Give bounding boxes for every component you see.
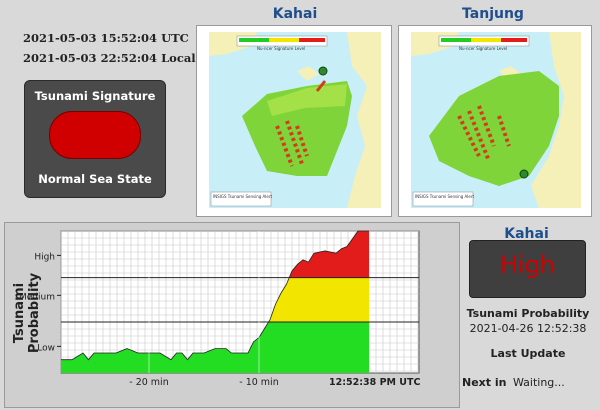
map-title-kahai: Kahai — [272, 6, 318, 22]
map-title-tanjung: Tanjung — [462, 6, 524, 22]
next-label: Next in — [462, 376, 507, 389]
map-tanjung-image — [411, 32, 581, 208]
map-tanjung-scale-title: Nu-ncer Signature Level — [459, 46, 508, 51]
prob-label: Tsunami Probability — [466, 307, 590, 320]
chart-x-label: 12:52:38 PM UTC — [329, 377, 420, 388]
chart-area-high — [289, 231, 369, 278]
next-value: Waiting... — [513, 376, 565, 389]
chart-y-label: Medium — [19, 292, 55, 302]
local-time: 2021-05-03 22:52:04 Local — [23, 51, 196, 65]
signature-panel: Tsunami Signature Normal Sea State — [24, 80, 166, 198]
level-indicator: High — [469, 240, 586, 298]
map-tanjung[interactable]: Nu-ncer Signature Level INSIGS Tsunami S… — [398, 25, 592, 217]
signature-title: Tsunami Signature — [34, 89, 156, 103]
map-kahai-image — [209, 32, 381, 208]
prob-time: 2021-04-26 12:52:38 — [469, 322, 587, 335]
probability-chart: Low Medium High - 20 min - 10 min 12:52:38 PM… — [19, 230, 420, 388]
chart-area-medium — [268, 277, 369, 322]
chart-area-low — [61, 321, 369, 373]
signature-indicator-light — [49, 111, 141, 159]
map-kahai-scale-title: Nu-ncer Signature Level — [257, 46, 306, 51]
chart-series-line — [61, 230, 369, 361]
chart-x-label: - 10 min — [239, 377, 278, 388]
map-tanjung-footer: INSIGS Tsunami Sensing Alert — [415, 194, 475, 199]
utc-time: 2021-05-03 15:52:04 UTC — [23, 31, 189, 45]
map-kahai-footer: INSIGS Tsunami Sensing Alert — [213, 194, 273, 199]
probability-chart-panel: Tsunami Probability Low Medium High - 20 mi… — [4, 222, 460, 408]
chart-y-label: High — [34, 252, 55, 262]
signature-status: Normal Sea State — [38, 172, 152, 186]
station-name: Kahai — [504, 226, 549, 242]
map-kahai[interactable]: Nu-ncer Signature Level INSIGS Tsunami S… — [196, 25, 392, 217]
last-update-label: Last Update — [490, 347, 566, 360]
chart-y-label: Low — [37, 343, 55, 353]
level-value: High — [499, 251, 556, 279]
chart-x-label: - 20 min — [129, 377, 168, 388]
